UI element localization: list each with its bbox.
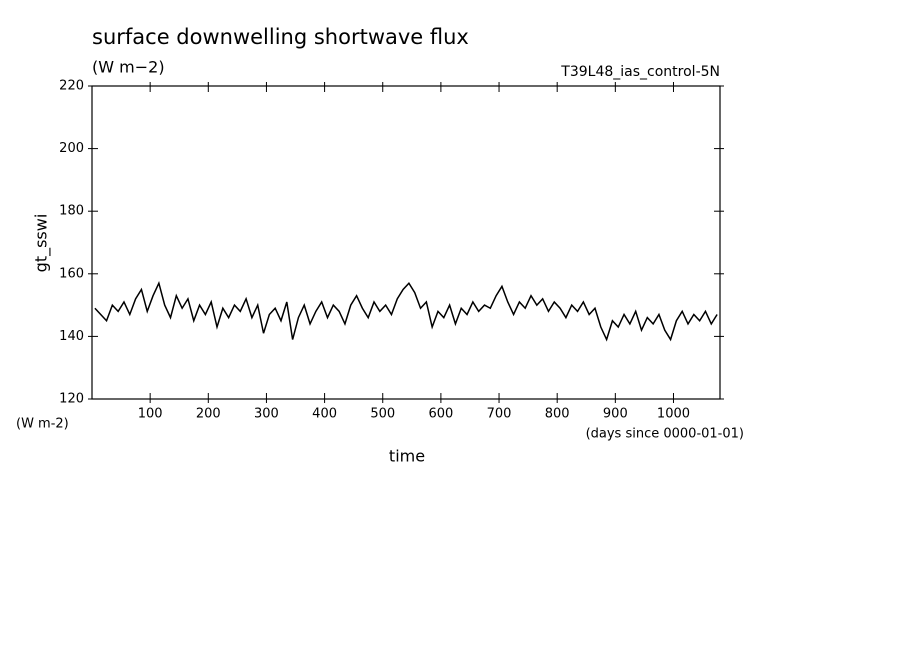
y-axis-label: gt_sswi bbox=[32, 214, 52, 273]
y-tick-label: 220 bbox=[59, 79, 84, 94]
chart-title: surface downwelling shortwave flux bbox=[92, 25, 469, 49]
x-tick-label: 200 bbox=[196, 407, 221, 422]
x-tick-label: 600 bbox=[428, 407, 453, 422]
y-tick-label: 180 bbox=[59, 204, 84, 219]
y-tick-label: 120 bbox=[59, 392, 84, 407]
plot-frame bbox=[91, 85, 721, 400]
x-tick-label: 1000 bbox=[657, 407, 690, 422]
x-tick-label: 700 bbox=[487, 407, 512, 422]
data-line bbox=[94, 280, 718, 342]
x-tick-label: 800 bbox=[545, 407, 570, 422]
x-tick-label: 300 bbox=[254, 407, 279, 422]
x-tick-label: 100 bbox=[138, 407, 163, 422]
x-axis-units: (days since 0000-01-01) bbox=[586, 427, 744, 442]
run-annotation: T39L48_ias_control-5N bbox=[560, 64, 720, 80]
y-tick-label: 160 bbox=[59, 266, 84, 281]
x-axis-label: time bbox=[389, 447, 425, 466]
chart-subtitle: (W m−2) bbox=[92, 58, 165, 77]
x-tick-label: 400 bbox=[312, 407, 337, 422]
x-tick-label: 500 bbox=[370, 407, 395, 422]
x-tick-label: 900 bbox=[603, 407, 628, 422]
y-tick-label: 200 bbox=[59, 141, 84, 156]
y-tick-label: 140 bbox=[59, 329, 84, 344]
y-axis-units: (W m-2) bbox=[16, 417, 69, 432]
